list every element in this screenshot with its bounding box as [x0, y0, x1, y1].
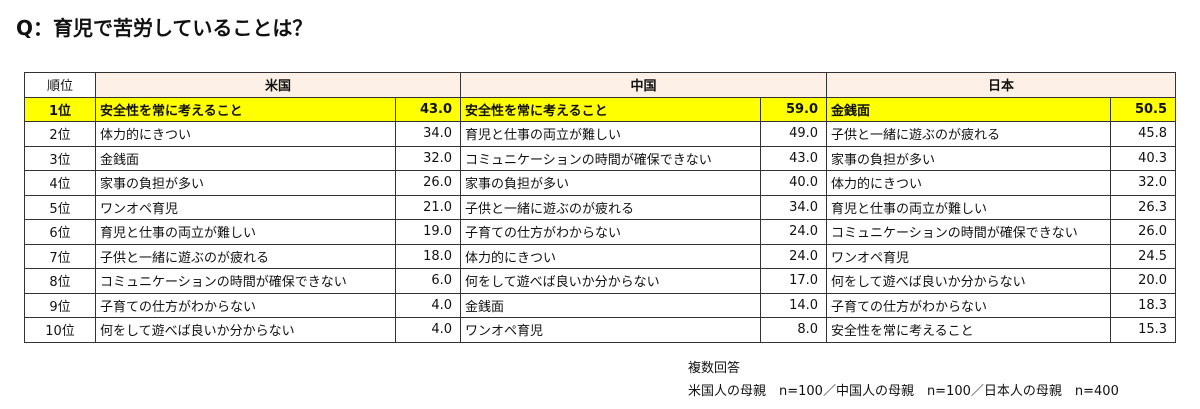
- cn-item-cell: 何をして遊べば良いか分からない: [460, 268, 762, 294]
- table-row: 7位 子供と一緒に遊ぶのが疲れる 18.0 体力的にきつい 24.0 ワンオペ育児 24.5: [24, 243, 1177, 269]
- cn-value-cell: 17.0: [760, 268, 828, 294]
- cn-value-cell: 43.0: [760, 145, 828, 171]
- us-item-cell: ワンオペ育児: [95, 194, 396, 220]
- rank-cell: 1位: [24, 96, 96, 122]
- cn-value-cell: 24.0: [760, 243, 828, 269]
- rank-cell: 7位: [24, 243, 96, 269]
- jp-value-cell: 26.0: [1110, 219, 1177, 245]
- rank-cell: 9位: [24, 292, 96, 318]
- rank-cell: 8位: [24, 268, 96, 294]
- table-row: 8位 コミュニケーションの時間が確保できない 6.0 何をして遊べば良いか分からない 1…: [24, 268, 1177, 294]
- cn-item-cell: コミュニケーションの時間が確保できない: [460, 145, 762, 171]
- us-value-cell: 4.0: [394, 292, 462, 318]
- cn-value-cell: 49.0: [760, 121, 828, 147]
- jp-item-cell: 家事の負担が多い: [826, 145, 1112, 171]
- header-japan: 日本: [826, 72, 1177, 98]
- ranking-table: 順位 米国 中国 日本 1位 安全性を常に考えること 43.0 安全性を常に考えること…: [24, 72, 1177, 343]
- rank-cell: 5位: [24, 194, 96, 220]
- cn-value-cell: 24.0: [760, 219, 828, 245]
- cn-value-cell: 59.0: [760, 96, 828, 122]
- jp-item-cell: ワンオペ育児: [826, 243, 1112, 269]
- header-row: 順位 米国 中国 日本: [24, 72, 1177, 98]
- jp-value-cell: 32.0: [1110, 170, 1177, 196]
- jp-value-cell: 45.8: [1110, 121, 1177, 147]
- jp-item-cell: 子供と一緒に遊ぶのが疲れる: [826, 121, 1112, 147]
- jp-item-cell: コミュニケーションの時間が確保できない: [826, 219, 1112, 245]
- rank-cell: 10位: [24, 317, 96, 343]
- us-item-cell: 安全性を常に考えること: [95, 96, 396, 122]
- note-sample-sizes: 米国人の母親 n=100／中国人の母親 n=100／日本人の母親 n=400: [688, 384, 1119, 399]
- page-title: Q：育児で苦労していることは？: [16, 16, 313, 40]
- rank-cell: 6位: [24, 219, 96, 245]
- header-rank: 順位: [24, 72, 96, 98]
- cn-item-cell: 安全性を常に考えること: [460, 96, 762, 122]
- note-multiple-answers: 複数回答: [688, 361, 741, 376]
- us-value-cell: 26.0: [394, 170, 462, 196]
- jp-item-cell: 育児と仕事の両立が難しい: [826, 194, 1112, 220]
- table-row: 10位 何をして遊べば良いか分からない 4.0 ワンオペ育児 8.0 安全性を常に考えるこ…: [24, 317, 1177, 343]
- cn-item-cell: 金銭面: [460, 292, 762, 318]
- us-value-cell: 18.0: [394, 243, 462, 269]
- table-row: 6位 育児と仕事の両立が難しい 19.0 子育ての仕方がわからない 24.0 コミュニケー…: [24, 219, 1177, 245]
- table-row: 3位 金銭面 32.0 コミュニケーションの時間が確保できない 43.0 家事の負担が多い…: [24, 145, 1177, 171]
- us-value-cell: 19.0: [394, 219, 462, 245]
- cn-item-cell: ワンオペ育児: [460, 317, 762, 343]
- cn-value-cell: 40.0: [760, 170, 828, 196]
- table-row: 1位 安全性を常に考えること 43.0 安全性を常に考えること 59.0 金銭面 50.5: [24, 96, 1177, 122]
- jp-value-cell: 20.0: [1110, 268, 1177, 294]
- header-china: 中国: [460, 72, 828, 98]
- table-row: 5位 ワンオペ育児 21.0 子供と一緒に遊ぶのが疲れる 34.0 育児と仕事の両立が難し…: [24, 194, 1177, 220]
- us-item-cell: コミュニケーションの時間が確保できない: [95, 268, 396, 294]
- cn-value-cell: 8.0: [760, 317, 828, 343]
- jp-item-cell: 子育ての仕方がわからない: [826, 292, 1112, 318]
- rank-cell: 4位: [24, 170, 96, 196]
- us-item-cell: 子育ての仕方がわからない: [95, 292, 396, 318]
- us-item-cell: 子供と一緒に遊ぶのが疲れる: [95, 243, 396, 269]
- table-row: 2位 体力的にきつい 34.0 育児と仕事の両立が難しい 49.0 子供と一緒に遊ぶのが疲…: [24, 121, 1177, 147]
- jp-value-cell: 50.5: [1110, 96, 1177, 122]
- us-value-cell: 21.0: [394, 194, 462, 220]
- us-value-cell: 34.0: [394, 121, 462, 147]
- jp-item-cell: 安全性を常に考えること: [826, 317, 1112, 343]
- cn-item-cell: 体力的にきつい: [460, 243, 762, 269]
- cn-item-cell: 子育ての仕方がわからない: [460, 219, 762, 245]
- cn-item-cell: 家事の負担が多い: [460, 170, 762, 196]
- us-value-cell: 32.0: [394, 145, 462, 171]
- rank-cell: 3位: [24, 145, 96, 171]
- cn-value-cell: 34.0: [760, 194, 828, 220]
- jp-value-cell: 18.3: [1110, 292, 1177, 318]
- header-us: 米国: [94, 72, 462, 98]
- us-value-cell: 43.0: [394, 96, 462, 122]
- rank-cell: 2位: [24, 121, 96, 147]
- us-item-cell: 体力的にきつい: [95, 121, 396, 147]
- cn-item-cell: 子供と一緒に遊ぶのが疲れる: [460, 194, 762, 220]
- jp-item-cell: 体力的にきつい: [826, 170, 1112, 196]
- jp-value-cell: 40.3: [1110, 145, 1177, 171]
- us-item-cell: 育児と仕事の両立が難しい: [95, 219, 396, 245]
- jp-item-cell: 何をして遊べば良いか分からない: [826, 268, 1112, 294]
- us-value-cell: 4.0: [394, 317, 462, 343]
- jp-item-cell: 金銭面: [826, 96, 1112, 122]
- jp-value-cell: 26.3: [1110, 194, 1177, 220]
- us-item-cell: 金銭面: [95, 145, 396, 171]
- table-row: 4位 家事の負担が多い 26.0 家事の負担が多い 40.0 体力的にきつい 32.0: [24, 170, 1177, 196]
- us-item-cell: 家事の負担が多い: [95, 170, 396, 196]
- us-item-cell: 何をして遊べば良いか分からない: [95, 317, 396, 343]
- cn-item-cell: 育児と仕事の両立が難しい: [460, 121, 762, 147]
- jp-value-cell: 24.5: [1110, 243, 1177, 269]
- cn-value-cell: 14.0: [760, 292, 828, 318]
- table-row: 9位 子育ての仕方がわからない 4.0 金銭面 14.0 子育ての仕方がわからない 18.3: [24, 292, 1177, 318]
- jp-value-cell: 15.3: [1110, 317, 1177, 343]
- us-value-cell: 6.0: [394, 268, 462, 294]
